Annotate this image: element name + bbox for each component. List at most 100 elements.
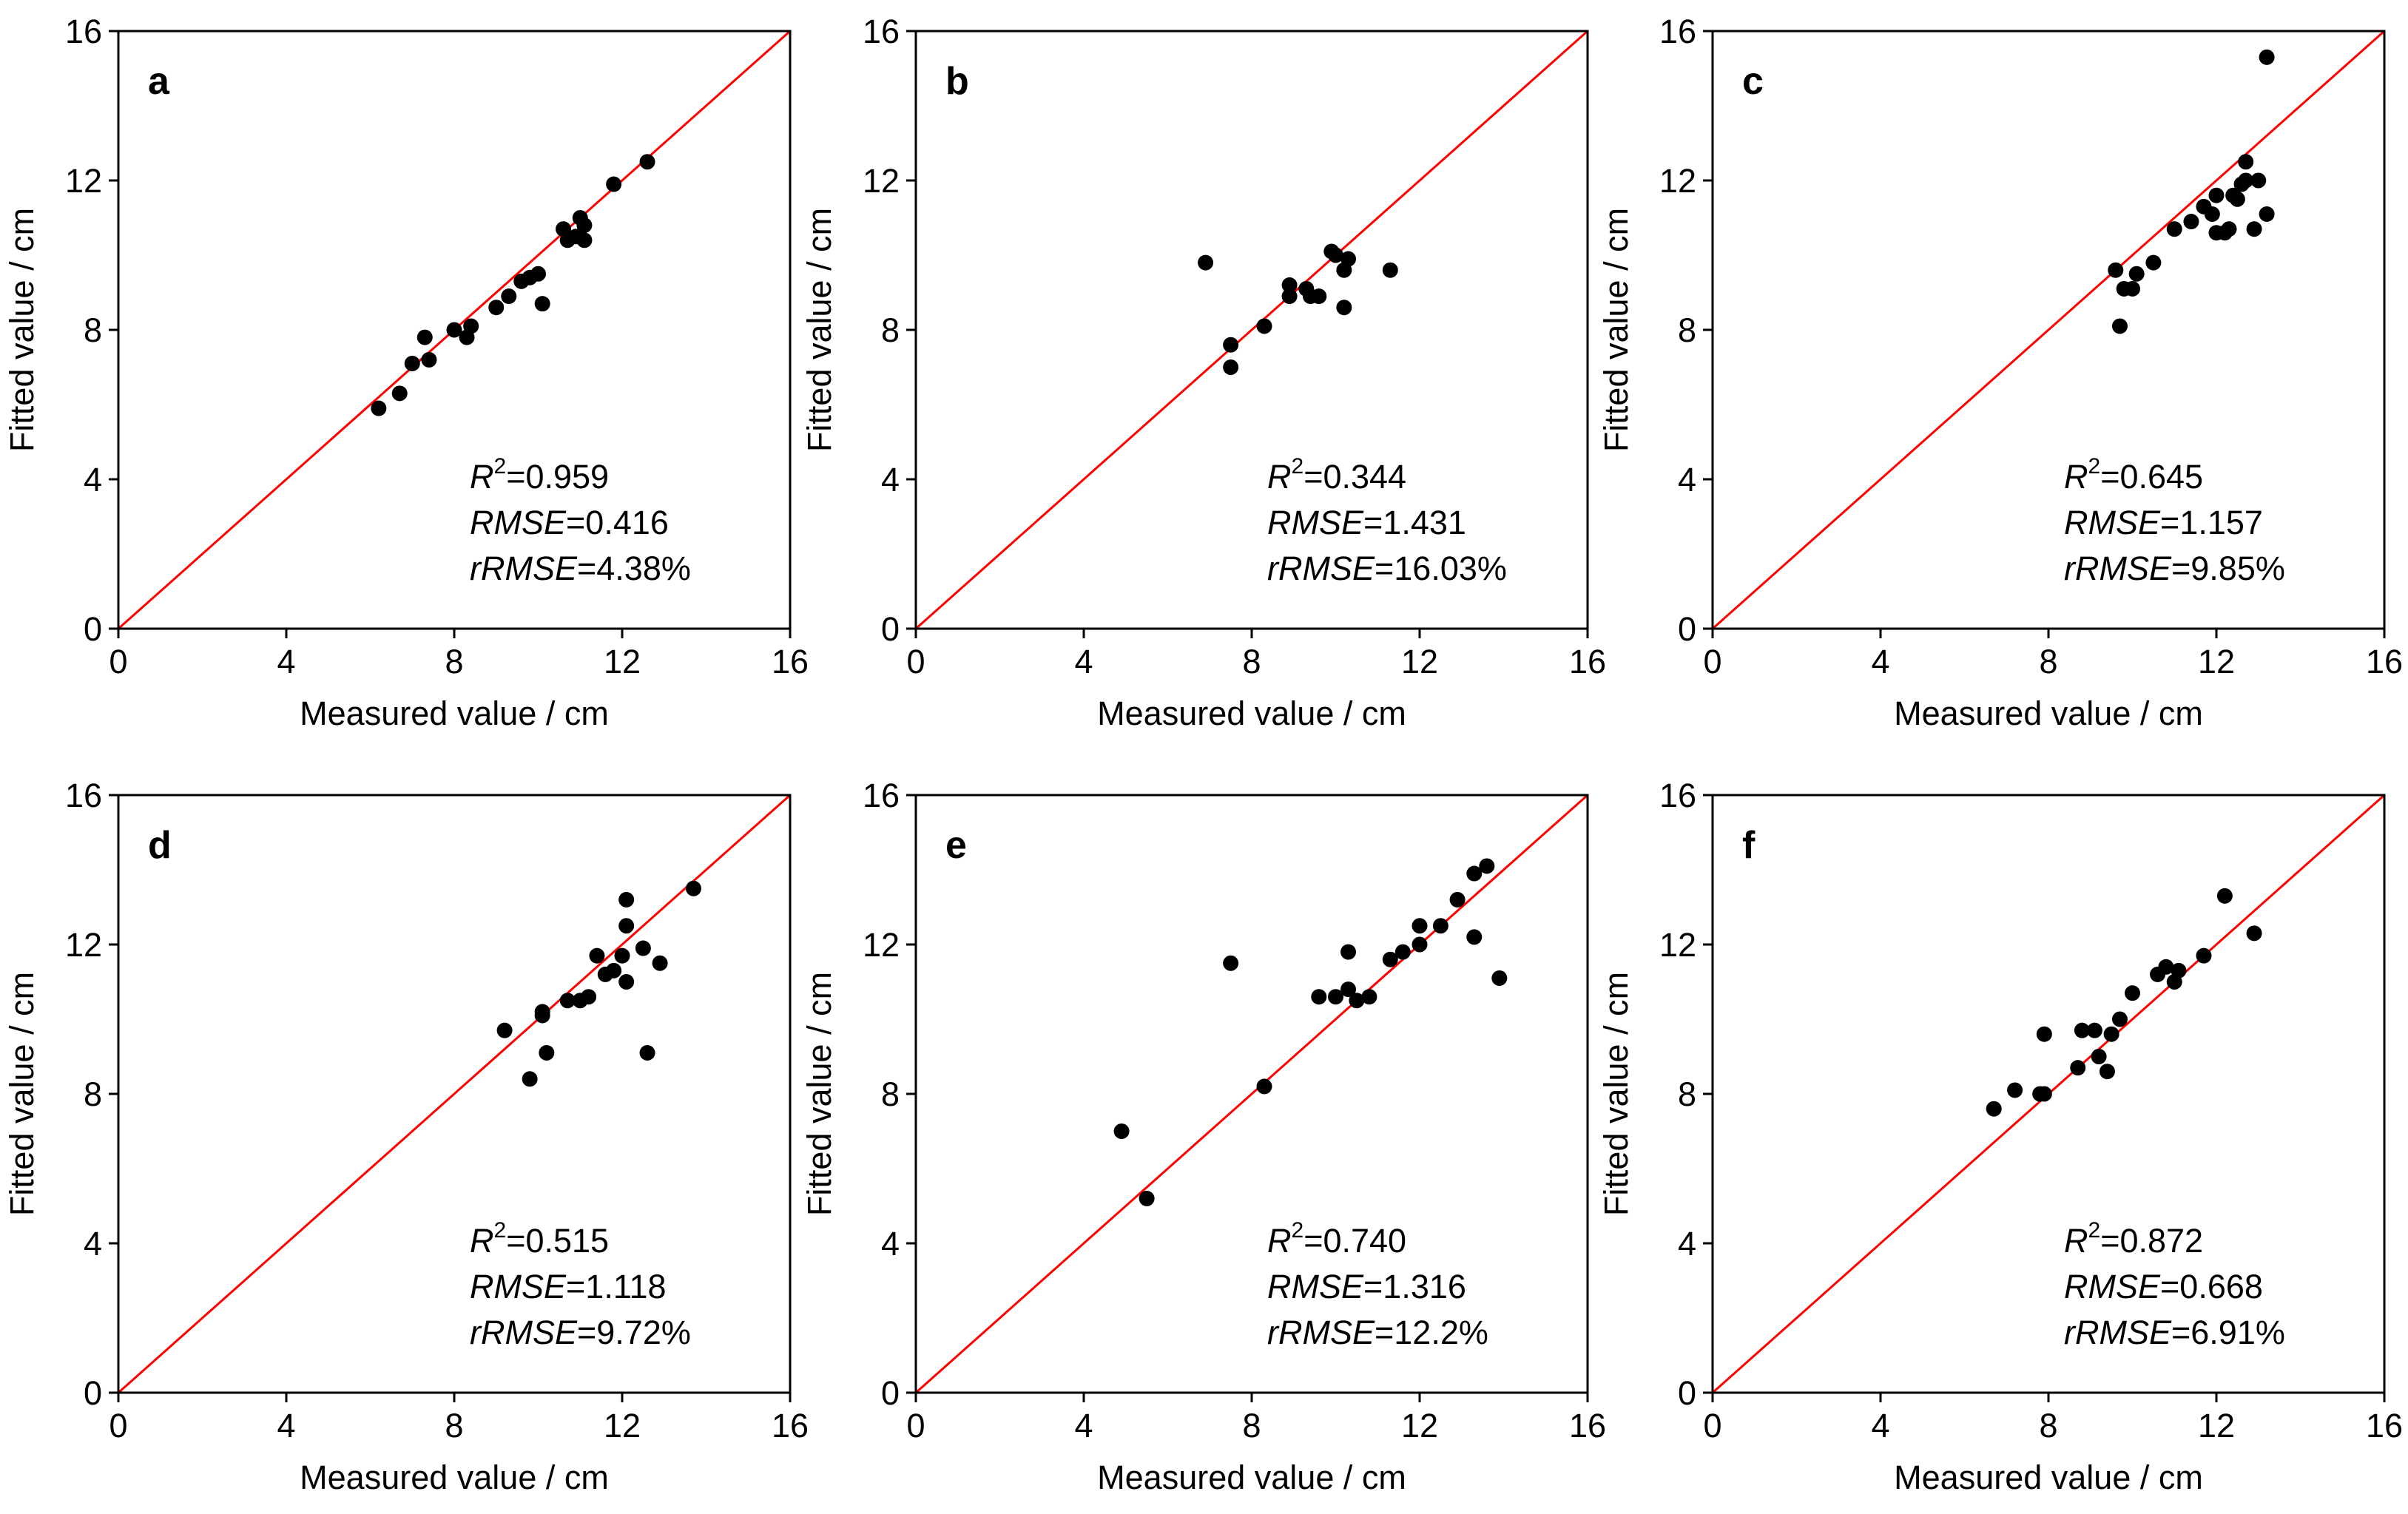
data-point xyxy=(2221,221,2237,237)
y-tick-label: 0 xyxy=(84,1374,102,1412)
x-axis-title: Measured value / cm xyxy=(1097,1459,1406,1496)
x-axis-title: Measured value / cm xyxy=(300,1459,609,1496)
data-point xyxy=(1198,254,1214,271)
y-tick-label: 16 xyxy=(863,13,900,50)
panel-letter: e xyxy=(945,824,967,867)
data-point xyxy=(2246,925,2262,942)
data-point xyxy=(1328,247,1343,263)
y-tick-label: 16 xyxy=(65,13,102,50)
y-tick-label: 12 xyxy=(863,926,900,964)
data-point xyxy=(589,947,605,964)
rrmse-text: rRMSE=9.72% xyxy=(470,1314,691,1351)
r-squared-text: R2=0.872 xyxy=(2064,1218,2203,1260)
data-point xyxy=(416,329,433,345)
data-point xyxy=(2099,1064,2115,1080)
y-tick-label: 0 xyxy=(1678,1374,1696,1412)
data-point xyxy=(1382,951,1398,967)
data-point xyxy=(1223,955,1239,971)
data-point xyxy=(446,322,462,338)
x-tick-label: 0 xyxy=(906,1407,925,1444)
rmse-symbol: RMSE xyxy=(1267,504,1364,541)
data-point xyxy=(1432,918,1448,934)
data-point xyxy=(639,1044,655,1061)
data-point xyxy=(2125,985,2140,1001)
data-point xyxy=(2216,888,2233,904)
data-point xyxy=(1412,936,1428,953)
data-point xyxy=(1986,1101,2002,1117)
x-tick-label: 12 xyxy=(604,1407,641,1444)
rmse-symbol: RMSE xyxy=(470,504,567,541)
rmse-text: RMSE=1.316 xyxy=(1267,1268,1466,1305)
data-point xyxy=(639,154,655,170)
data-point xyxy=(606,176,622,192)
y-tick-label: 12 xyxy=(65,162,102,200)
y-tick-label: 4 xyxy=(1678,461,1696,499)
data-point xyxy=(488,300,505,316)
data-point xyxy=(614,947,630,964)
r-squared-value: =0.740 xyxy=(1304,1222,1406,1260)
data-point xyxy=(2158,959,2174,975)
x-axis-title: Measured value / cm xyxy=(300,695,609,732)
data-point xyxy=(2036,1026,2052,1042)
data-point xyxy=(576,217,593,234)
data-point xyxy=(2259,206,2275,222)
data-point xyxy=(1491,970,1508,986)
data-point xyxy=(2108,262,2124,278)
y-tick-label: 8 xyxy=(84,1075,102,1113)
panel-letter: d xyxy=(148,824,172,867)
reference-line-1to1 xyxy=(915,30,1588,630)
rrmse-value: =12.2% xyxy=(1375,1314,1488,1351)
data-point xyxy=(618,891,635,908)
y-tick-label: 4 xyxy=(84,1225,102,1263)
data-point xyxy=(2166,221,2182,237)
x-tick-label: 8 xyxy=(1242,1407,1261,1444)
scatter-panel-a: 0 4 8 12 16 0 4 8 12 16 Measured value / cm Fitted … xyxy=(3,13,809,732)
r-squared-text: R2=0.959 xyxy=(470,454,609,496)
x-tick-label: 8 xyxy=(445,1407,463,1444)
r-squared-value: =0.645 xyxy=(2100,458,2203,496)
data-point xyxy=(1340,981,1357,998)
y-axis-title: Fitted value / cm xyxy=(3,208,41,452)
rrmse-symbol: rRMSE xyxy=(2064,1314,2172,1351)
r-squared-superscript: 2 xyxy=(494,454,507,479)
data-point xyxy=(539,1044,555,1061)
rmse-value: =1.431 xyxy=(1363,504,1466,541)
x-tick-label: 16 xyxy=(772,643,809,680)
rmse-symbol: RMSE xyxy=(2064,504,2161,541)
data-point xyxy=(1328,989,1343,1005)
x-tick-label: 4 xyxy=(277,1407,295,1444)
data-point xyxy=(2036,1086,2052,1102)
rmse-text: RMSE=0.416 xyxy=(470,504,669,541)
r-squared-symbol: R xyxy=(2064,1222,2088,1260)
y-tick-label: 8 xyxy=(1678,311,1696,349)
data-point xyxy=(2091,1049,2107,1064)
data-point xyxy=(2259,49,2275,65)
data-point xyxy=(371,400,387,416)
y-axis-title: Fitted value / cm xyxy=(1597,208,1635,452)
rrmse-value: =6.91% xyxy=(2171,1314,2285,1351)
y-tick-label: 4 xyxy=(1678,1225,1696,1263)
rrmse-text: rRMSE=9.85% xyxy=(2064,550,2285,587)
x-tick-label: 12 xyxy=(604,643,641,680)
data-point xyxy=(391,385,408,402)
rrmse-symbol: rRMSE xyxy=(470,1314,578,1351)
x-tick-label: 0 xyxy=(109,1407,127,1444)
data-point xyxy=(1256,318,1272,334)
data-point xyxy=(2111,318,2128,334)
data-point xyxy=(501,288,517,305)
data-point xyxy=(1340,944,1357,960)
scatter-panel-d: 0 4 8 12 16 0 4 8 12 16 Measured value / cm Fitted … xyxy=(3,777,809,1496)
data-point xyxy=(1223,359,1239,375)
rmse-value: =0.668 xyxy=(2160,1268,2263,1305)
r-squared-value: =0.872 xyxy=(2100,1222,2203,1260)
data-point xyxy=(1223,337,1239,353)
data-point xyxy=(635,940,651,956)
y-tick-label: 0 xyxy=(84,610,102,648)
r-squared-text: R2=0.515 xyxy=(470,1218,609,1260)
x-tick-label: 16 xyxy=(2366,1407,2403,1444)
data-point xyxy=(463,318,479,334)
data-point xyxy=(1349,993,1365,1009)
rrmse-symbol: rRMSE xyxy=(1267,1314,1375,1351)
data-point xyxy=(685,880,701,896)
data-point xyxy=(2246,221,2262,237)
